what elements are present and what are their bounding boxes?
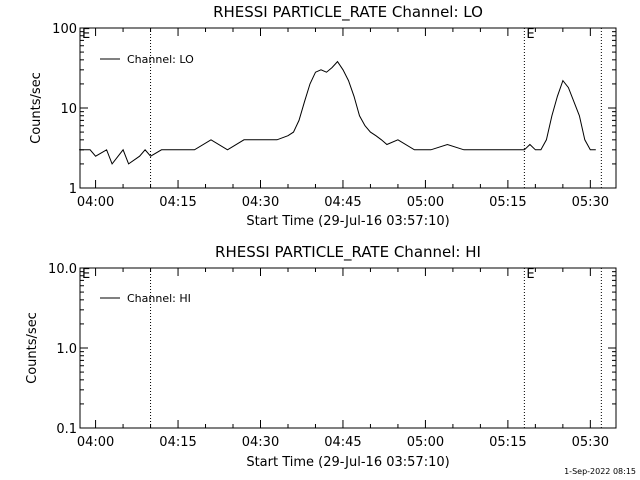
chart-hi-ylabel: Counts/sec xyxy=(25,312,40,384)
chart-hi-legend-label: Channel: HI xyxy=(127,292,191,305)
event-marker-label: E xyxy=(526,267,534,282)
x-tick-label: 05:30 xyxy=(572,195,609,210)
x-tick-label: 04:00 xyxy=(77,435,114,450)
y-tick-label: 1 xyxy=(69,182,77,197)
x-tick-label: 05:15 xyxy=(489,435,526,450)
x-tick-label: 04:15 xyxy=(159,435,196,450)
y-tick-label: 10.0 xyxy=(48,262,77,277)
x-tick-label: 05:15 xyxy=(489,195,526,210)
x-tick-label: 04:30 xyxy=(242,435,279,450)
chart-hi-title: RHESSI PARTICLE_RATE Channel: HI xyxy=(215,243,481,262)
chart-lo-title: RHESSI PARTICLE_RATE Channel: LO xyxy=(213,3,483,22)
x-tick-label: 04:45 xyxy=(324,435,361,450)
y-tick-label: 0.1 xyxy=(56,422,77,437)
x-tick-label: 04:00 xyxy=(77,195,114,210)
chart-lo: RHESSI PARTICLE_RATE Channel: LO Counts/… xyxy=(29,3,617,229)
x-tick-label: 04:15 xyxy=(159,195,196,210)
chart-hi-corner-label: E xyxy=(82,267,90,282)
series-line-lo xyxy=(79,60,596,165)
x-tick-label: 04:30 xyxy=(242,195,279,210)
y-tick-label: 10 xyxy=(60,102,77,117)
x-tick-label: 05:30 xyxy=(572,435,609,450)
y-tick-label: 100 xyxy=(52,22,77,37)
chart-lo-xlabel: Start Time (29-Jul-16 03:57:10) xyxy=(246,214,449,229)
chart-lo-ylabel: Counts/sec xyxy=(29,72,44,144)
chart-lo-frame xyxy=(79,27,617,189)
x-tick-label: 04:45 xyxy=(324,195,361,210)
chart-lo-legend-label: Channel: LO xyxy=(127,53,194,66)
x-tick-label: 05:00 xyxy=(407,435,444,450)
chart-hi: RHESSI PARTICLE_RATE Channel: HI Counts/… xyxy=(25,243,617,470)
y-tick-label: 1.0 xyxy=(56,342,77,357)
chart-hi-xlabel: Start Time (29-Jul-16 03:57:10) xyxy=(246,455,449,470)
x-tick-label: 05:00 xyxy=(407,195,444,210)
event-marker-label: E xyxy=(526,27,534,42)
chart-lo-corner-label: E xyxy=(82,27,90,42)
date-stamp: 1-Sep-2022 08:15 xyxy=(564,467,636,476)
